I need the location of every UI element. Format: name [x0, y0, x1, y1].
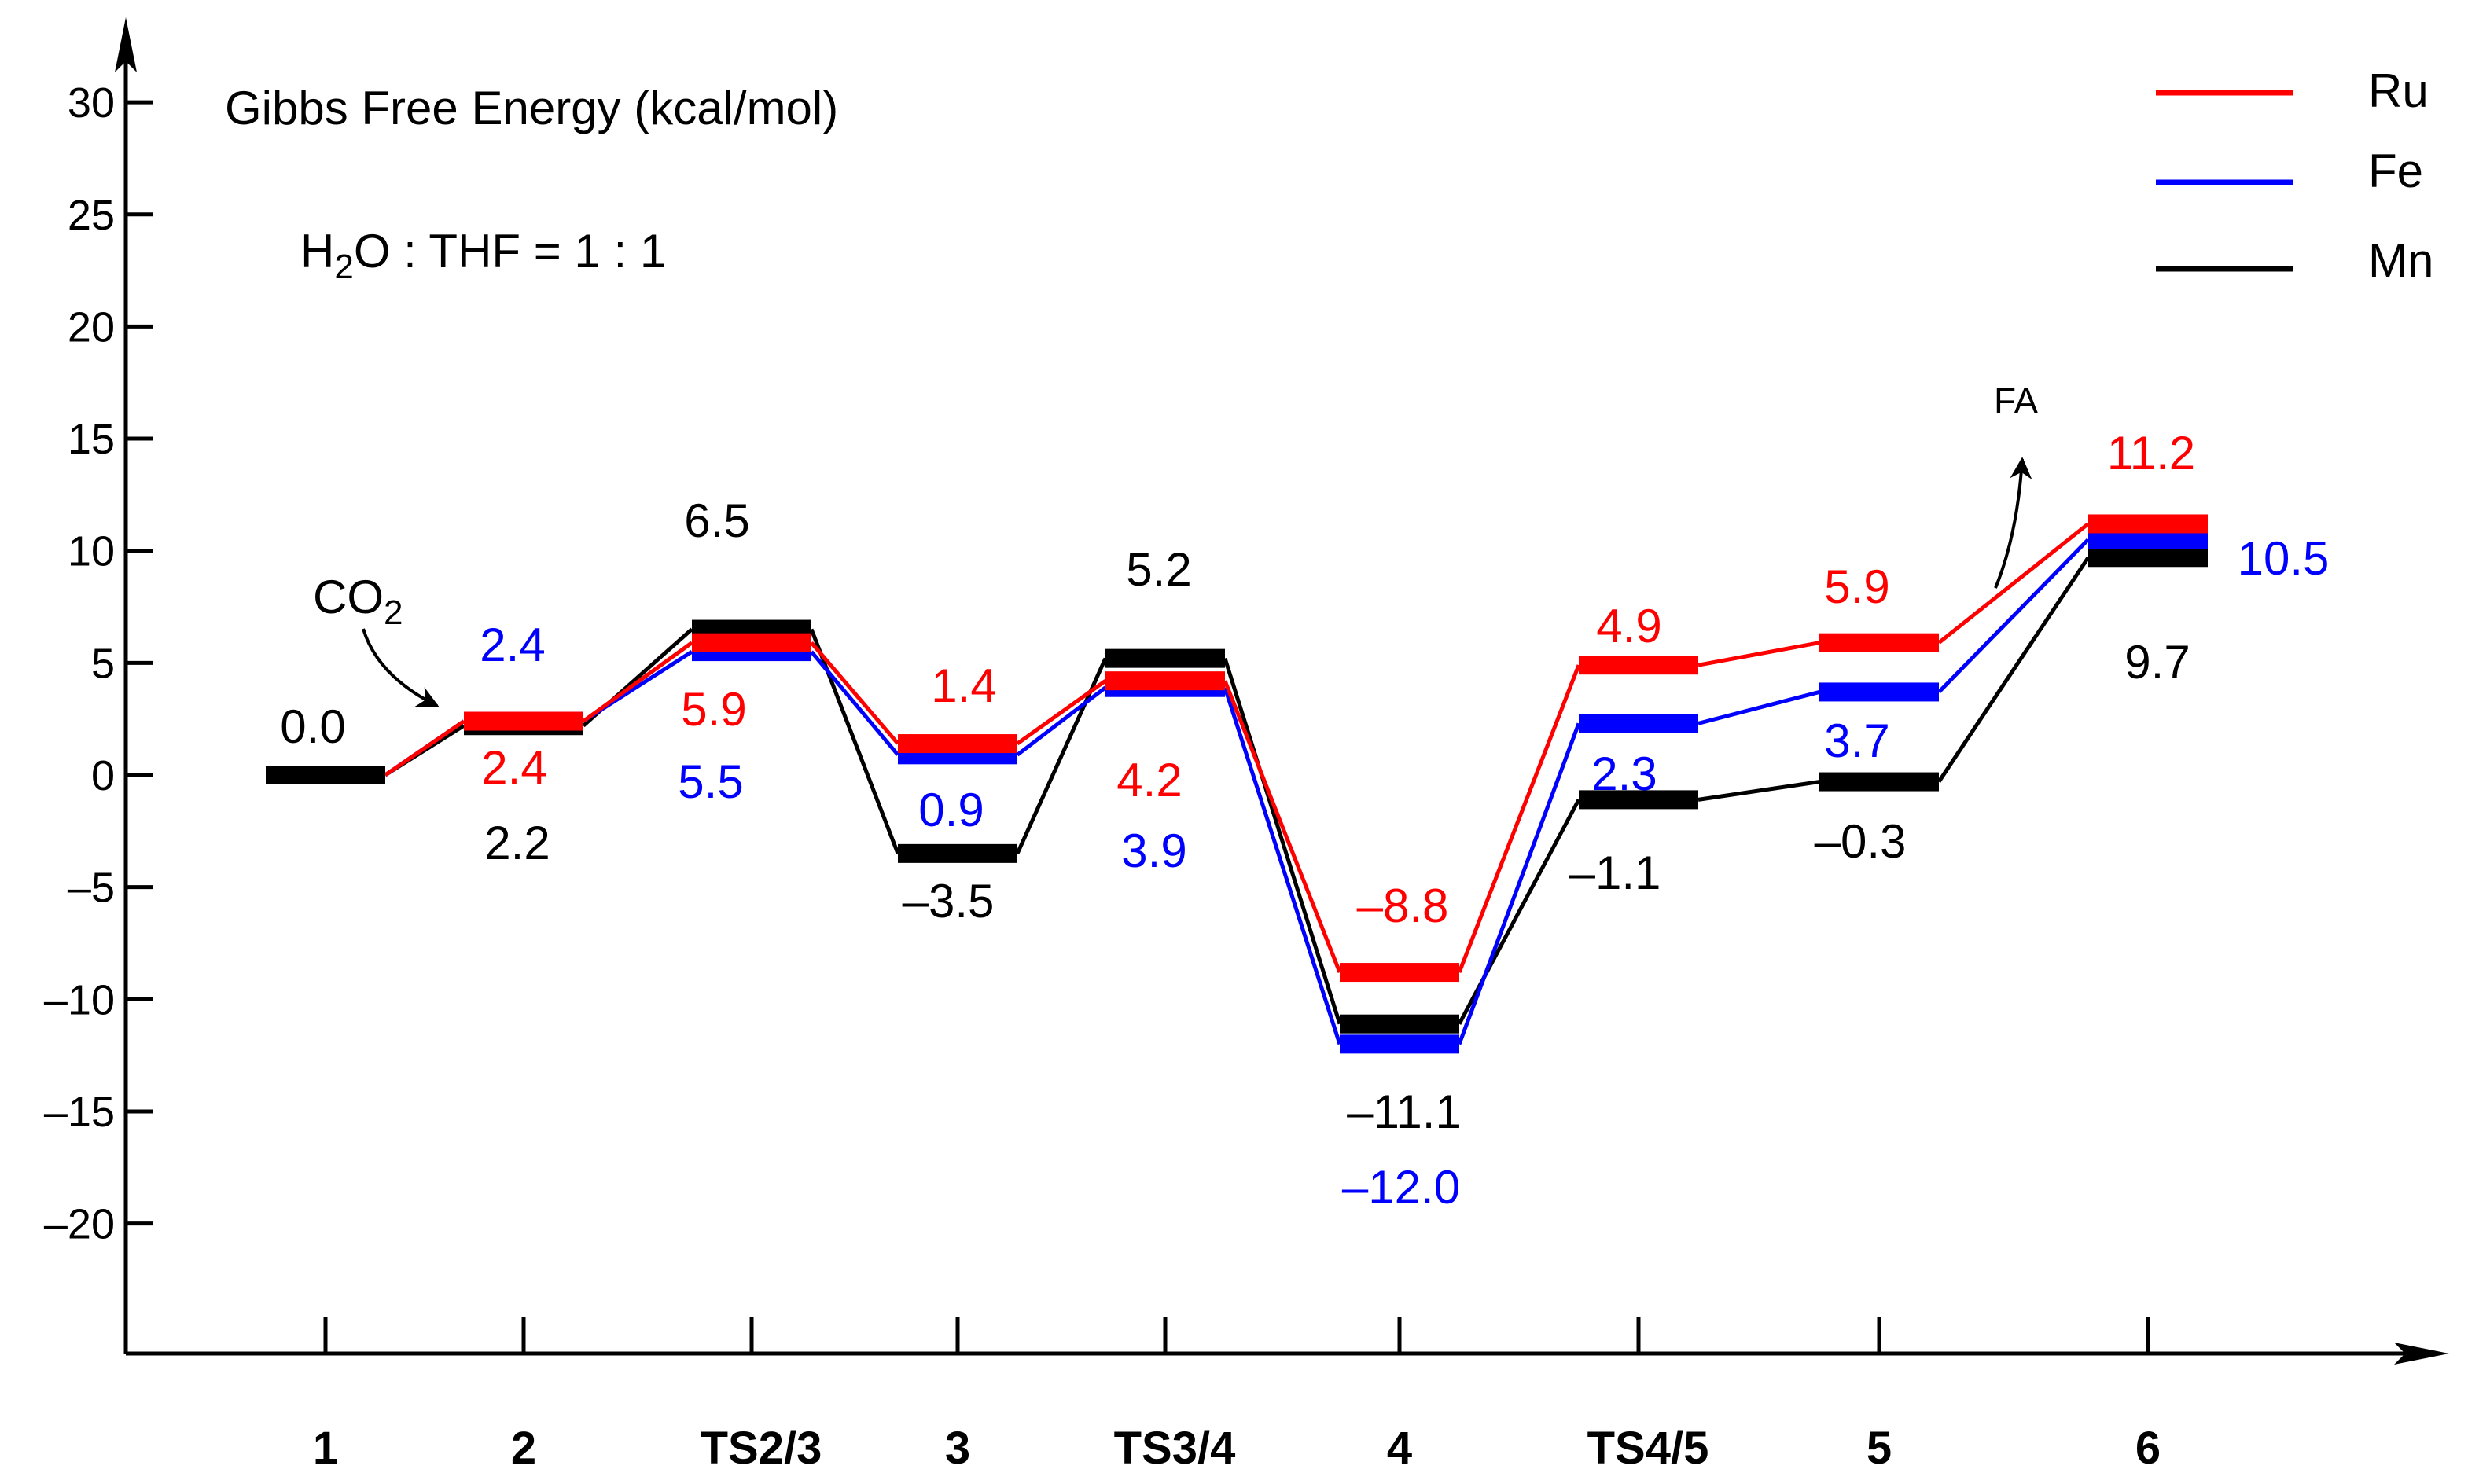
x-tick-label: 4 [1387, 1423, 1412, 1474]
x-tick-label: 2 [511, 1423, 536, 1474]
energy-level-ru [1819, 633, 1939, 652]
co2-label: CO2 [313, 571, 403, 632]
x-tick-label: 1 [313, 1423, 338, 1474]
energy-level-mn [1579, 790, 1698, 810]
energy-level-mn [1819, 772, 1939, 792]
data-label-mn: 5.2 [1126, 543, 1191, 596]
y-tick-label: 20 [68, 303, 115, 351]
y-tick-label: 25 [68, 192, 115, 239]
connector-mn [1697, 780, 1820, 802]
energy-level-ru [464, 711, 583, 731]
data-label-ru: 4.9 [1596, 600, 1661, 652]
connector-mn [1223, 657, 1342, 1025]
connector-mn [1937, 556, 2091, 783]
data-label-fe: 5.5 [678, 755, 743, 808]
connector-ru [1697, 641, 1820, 667]
energy-level-mn [1340, 1014, 1459, 1034]
data-label-ru: –8.8 [1357, 880, 1449, 932]
data-label-fe: 2.3 [1591, 748, 1657, 800]
y-tick-label: –5 [68, 865, 115, 912]
energy-level-mn [898, 843, 1017, 863]
connector-ru [1457, 664, 1581, 973]
energy-level-ru [1579, 656, 1698, 675]
y-tick-label: –20 [44, 1201, 115, 1248]
y-tick-label: 5 [91, 640, 115, 687]
x-tick-label: TS3/4 [1114, 1423, 1236, 1474]
fa-arrow-icon [1994, 457, 2032, 589]
axes [115, 17, 2449, 1365]
data-label-mn: –3.5 [903, 875, 995, 928]
connector-fe [1016, 685, 1107, 757]
energy-level-mn [2088, 548, 2208, 568]
x-tick-label: 3 [945, 1423, 970, 1474]
y-tick-label: 10 [68, 528, 115, 575]
co2-arrow-icon [362, 628, 440, 707]
legend-label-mn: Mn [2368, 234, 2433, 287]
data-label-ru: 1.4 [931, 659, 996, 712]
connector-ru [1937, 522, 2090, 645]
x-tick-label: 5 [1867, 1423, 1892, 1474]
connector-ru [1016, 679, 1107, 746]
connector-mn [1015, 657, 1108, 854]
fa-annotation: FA [1994, 380, 2039, 589]
energy-level-mn [266, 766, 385, 784]
y-axis-arrow-icon [115, 17, 137, 72]
energy-level-ru [1340, 963, 1459, 983]
x-tick-label: TS2/3 [701, 1423, 822, 1474]
y-tick-label: 0 [91, 752, 115, 799]
connector-fe [1937, 538, 2090, 694]
data-label-ru: 2.4 [481, 741, 546, 794]
energy-level-mn [1105, 648, 1225, 668]
data-label-mn: –0.3 [1815, 815, 1907, 868]
data-label-ru: 5.9 [1824, 560, 1889, 613]
data-label-ru: 4.2 [1116, 754, 1182, 806]
data-label-mn: 0.0 [280, 700, 345, 753]
energy-level-ru [898, 734, 1017, 754]
connector-fe [1223, 686, 1342, 1045]
connector-fe [810, 650, 899, 756]
x-axis-arrow-icon [2394, 1343, 2449, 1365]
data-label-mn: 9.7 [2124, 636, 2190, 689]
data-label-mn: –1.1 [1569, 847, 1661, 899]
energy-level-fe [1819, 682, 1939, 702]
data-label-fe: 0.9 [918, 784, 984, 836]
fa-label: FA [1994, 380, 2039, 421]
connector-ru [384, 719, 465, 777]
connector-fe [1697, 690, 1820, 725]
legend: Ru Fe Mn [2156, 64, 2433, 287]
energy-level-ru [692, 633, 811, 652]
data-label-fe: 10.5 [2238, 532, 2330, 585]
data-label-mn: –11.1 [1347, 1085, 1462, 1138]
y-tick-label: 15 [68, 416, 115, 463]
energy-level-ru [2088, 514, 2208, 534]
legend-label-ru: Ru [2368, 64, 2429, 117]
y-tick-label: –10 [44, 976, 115, 1023]
connector-ru [582, 641, 693, 723]
energy-level-ru [1105, 671, 1225, 691]
data-label-ru: 11.2 [2107, 427, 2195, 479]
y-tick-label: –15 [44, 1089, 115, 1136]
solvent-condition: H2O : THF = 1 : 1 [300, 225, 666, 286]
data-label-fe: 3.7 [1824, 714, 1889, 767]
y-tick-label: 30 [68, 79, 115, 127]
connector-ru [810, 641, 899, 745]
data-label-fe: 3.9 [1121, 825, 1186, 877]
x-tick-label: 6 [2135, 1423, 2161, 1474]
legend-label-fe: Fe [2368, 145, 2423, 197]
connector-ru [1223, 680, 1342, 973]
x-tick-label: TS4/5 [1587, 1423, 1709, 1474]
data-label-mn: 6.5 [684, 494, 749, 547]
data-label-ru: 5.9 [681, 683, 746, 736]
co2-annotation: CO2 [313, 571, 440, 707]
data-label-fe: –12.0 [1342, 1161, 1460, 1214]
chart-title: Gibbs Free Energy (kcal/mol) [225, 82, 838, 134]
data-label-mn: 2.2 [484, 817, 550, 869]
data-label-fe: 2.4 [480, 619, 545, 671]
connector-fe [1457, 722, 1581, 1045]
energy-level-fe [1579, 714, 1698, 733]
connector-mn [1457, 799, 1581, 1025]
energy-level-fe [1340, 1034, 1459, 1054]
